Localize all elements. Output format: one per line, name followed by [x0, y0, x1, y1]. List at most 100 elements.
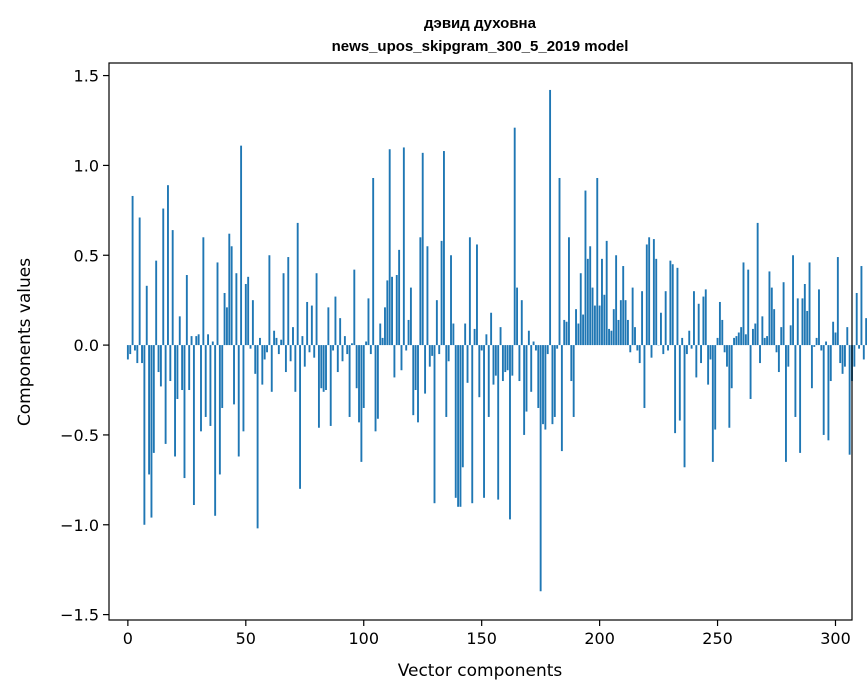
- y-tick-label: −0.5: [60, 426, 99, 445]
- bar-87: [332, 345, 335, 351]
- bar-123: [417, 345, 419, 423]
- bar-13: [157, 345, 160, 373]
- bar-188: [570, 345, 573, 382]
- bar-19: [171, 230, 174, 346]
- bar-281: [789, 325, 792, 346]
- bar-168: [523, 345, 526, 435]
- bar-167: [520, 300, 523, 346]
- bar-148: [476, 244, 478, 346]
- bar-4: [136, 345, 139, 364]
- bar-80: [315, 273, 318, 346]
- bar-9: [148, 345, 151, 475]
- bar-91: [341, 345, 344, 362]
- bar-222: [650, 345, 653, 358]
- bar-197: [591, 287, 594, 346]
- bar-48: [240, 145, 243, 346]
- x-tick-label: 50: [236, 629, 256, 648]
- bar-175: [539, 345, 542, 592]
- bar-254: [726, 345, 728, 367]
- bar-66: [282, 273, 285, 346]
- bar-150: [480, 345, 483, 351]
- bar-293: [818, 289, 820, 346]
- bar-274: [773, 309, 776, 346]
- bar-132: [438, 345, 441, 355]
- bar-53: [251, 300, 254, 346]
- bar-131: [435, 300, 438, 346]
- bar-165: [516, 287, 519, 346]
- bar-180: [551, 345, 554, 425]
- plot-frame: [108, 62, 853, 621]
- bar-108: [381, 337, 384, 346]
- bar-154: [490, 312, 493, 346]
- bar-42: [225, 307, 228, 346]
- bar-309: [855, 292, 858, 346]
- bar-142: [461, 345, 464, 468]
- bar-79: [313, 345, 316, 358]
- bar-120: [409, 287, 412, 346]
- bar-214: [631, 287, 634, 346]
- bar-93: [346, 345, 349, 355]
- bar-40: [221, 345, 224, 408]
- bar-47: [237, 345, 240, 457]
- bar-216: [636, 345, 639, 351]
- bar-74: [301, 336, 304, 346]
- bar-68: [287, 257, 290, 346]
- bar-64: [277, 345, 280, 355]
- bar-286: [801, 298, 804, 346]
- y-tick-label: −1.5: [60, 606, 99, 625]
- bar-82: [320, 345, 323, 389]
- bar-288: [806, 310, 809, 346]
- bar-178: [546, 345, 549, 355]
- bar-296: [825, 341, 827, 346]
- bar-67: [284, 345, 287, 373]
- bar-223: [652, 239, 655, 346]
- bar-266: [754, 323, 757, 346]
- bar-244: [702, 296, 705, 346]
- bar-272: [768, 271, 771, 346]
- bar-261: [742, 262, 745, 346]
- bar-52: [249, 345, 252, 349]
- bar-90: [339, 318, 342, 346]
- bar-191: [577, 323, 580, 346]
- bar-96: [353, 269, 356, 346]
- bar-194: [584, 190, 587, 346]
- bar-109: [384, 307, 386, 346]
- bar-36: [211, 341, 214, 346]
- bar-54: [254, 345, 257, 374]
- bar-200: [598, 305, 601, 346]
- bar-247: [709, 345, 712, 360]
- bar-264: [749, 345, 752, 399]
- bar-149: [478, 345, 481, 398]
- bar-14: [159, 345, 162, 387]
- bar-113: [393, 345, 396, 378]
- y-tick-label: 1.0: [74, 156, 99, 175]
- bar-144: [466, 345, 469, 383]
- bar-234: [678, 345, 681, 421]
- bar-215: [634, 327, 636, 346]
- x-tick-label: 150: [466, 629, 497, 648]
- bar-147: [473, 328, 476, 346]
- bar-298: [829, 345, 832, 382]
- bar-157: [497, 345, 500, 500]
- x-tick-label: 0: [123, 629, 133, 648]
- bar-300: [834, 332, 837, 346]
- bar-65: [280, 339, 283, 346]
- bar-21: [176, 345, 179, 399]
- bar-140: [457, 345, 460, 507]
- bar-273: [770, 287, 773, 346]
- chart-title-line2: news_upos_skipgram_300_5_2019 model: [332, 38, 629, 55]
- x-tick-label: 300: [820, 629, 851, 648]
- bar-270: [763, 337, 766, 346]
- bar-287: [803, 284, 806, 346]
- bar-290: [810, 345, 813, 389]
- bar-39: [218, 345, 221, 475]
- bar-127: [426, 246, 429, 346]
- bar-294: [820, 345, 823, 351]
- bar-63: [275, 337, 278, 346]
- bar-306: [848, 345, 851, 455]
- bar-145: [468, 237, 471, 346]
- bar-205: [610, 330, 613, 346]
- bar-184: [560, 345, 563, 452]
- x-tick-label: 200: [584, 629, 615, 648]
- bar-256: [730, 345, 733, 389]
